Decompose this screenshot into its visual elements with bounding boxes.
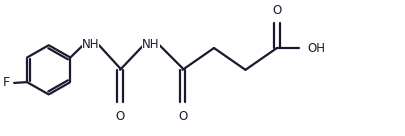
Text: F: F: [2, 76, 10, 89]
Text: O: O: [178, 110, 187, 123]
Text: O: O: [272, 4, 281, 17]
Text: O: O: [115, 110, 125, 123]
Text: NH: NH: [82, 38, 99, 51]
Text: OH: OH: [307, 41, 325, 55]
Text: NH: NH: [143, 38, 160, 51]
